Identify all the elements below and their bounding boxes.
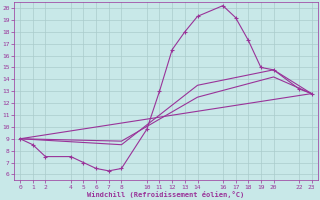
X-axis label: Windchill (Refroidissement éolien,°C): Windchill (Refroidissement éolien,°C) — [87, 191, 244, 198]
